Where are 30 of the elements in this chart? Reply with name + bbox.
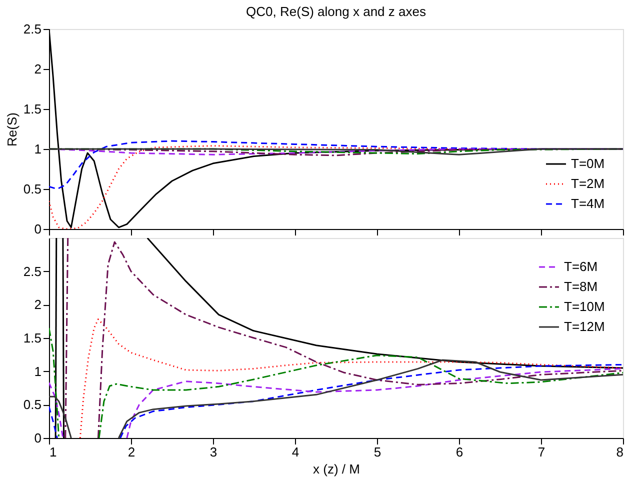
legend-label: T=6M [564, 259, 598, 274]
y-tick-label: 2 [34, 62, 42, 76]
y-tick-label: 2.5 [23, 22, 42, 36]
x-tick-label: 4 [292, 444, 300, 460]
x-tick-label: 5 [374, 444, 382, 460]
y-tick-label: 0.5 [23, 397, 42, 412]
legend-label: T=2M [571, 176, 605, 191]
legend-label: T=0M [571, 156, 605, 171]
y-tick-label: 1 [34, 364, 42, 379]
y-tick-label: 2 [34, 297, 42, 312]
y-tick-label: 1.5 [23, 102, 42, 116]
y-tick-label: 2.5 [23, 264, 42, 279]
legend-label: T=10M [564, 299, 605, 314]
y-tick-label: 0 [34, 430, 42, 446]
y-tick-label: 0 [34, 222, 42, 236]
x-tick-label: 8 [616, 444, 624, 460]
x-tick-label: 3 [210, 444, 218, 460]
x-tick-label: 7 [538, 444, 546, 460]
x-axis-title: x (z) / M [313, 462, 360, 476]
y-tick-label: 1.5 [23, 330, 42, 346]
y-tick-label: 1 [34, 142, 42, 156]
x-tick-label: 6 [456, 444, 464, 460]
chart-title: QC0, Re(S) along x and z axes [246, 4, 426, 19]
y-axis-title: Re(S) [4, 112, 20, 146]
legend-label: T=12M [564, 319, 605, 334]
x-tick-label: 2 [128, 444, 136, 460]
y-tick-label: 0.5 [23, 182, 42, 196]
legend-label: T=8M [564, 279, 598, 294]
x-tick-label: 1 [50, 444, 57, 460]
legend-label: T=4M [571, 196, 605, 211]
